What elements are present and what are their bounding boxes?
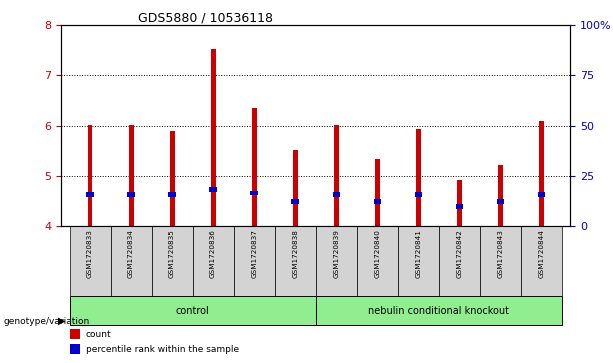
Bar: [497, 199, 504, 204]
Bar: [69, 329, 80, 339]
Bar: [86, 192, 94, 197]
Bar: [332, 192, 340, 197]
Text: GSM1720836: GSM1720836: [210, 229, 216, 278]
Bar: [69, 344, 80, 354]
Bar: [398, 226, 439, 296]
Bar: [292, 199, 299, 204]
Text: GSM1720840: GSM1720840: [375, 229, 380, 278]
Text: GDS5880 / 10536118: GDS5880 / 10536118: [138, 11, 273, 24]
Bar: [316, 296, 562, 325]
Text: count: count: [86, 330, 112, 339]
Bar: [69, 296, 316, 325]
Bar: [375, 159, 379, 226]
Text: nebulin conditional knockout: nebulin conditional knockout: [368, 306, 509, 316]
Bar: [151, 226, 192, 296]
Text: GSM1720841: GSM1720841: [415, 229, 421, 278]
Text: GSM1720834: GSM1720834: [128, 229, 134, 278]
Bar: [416, 129, 421, 226]
Bar: [275, 226, 316, 296]
Bar: [498, 164, 503, 226]
Text: GSM1720837: GSM1720837: [251, 229, 257, 278]
Text: GSM1720844: GSM1720844: [538, 229, 544, 278]
Text: GSM1720843: GSM1720843: [497, 229, 503, 278]
Bar: [439, 226, 480, 296]
Bar: [539, 121, 544, 226]
Bar: [457, 180, 462, 226]
Text: GSM1720835: GSM1720835: [169, 229, 175, 278]
Bar: [333, 125, 338, 226]
Bar: [128, 192, 135, 197]
Text: percentile rank within the sample: percentile rank within the sample: [86, 344, 239, 354]
Text: GSM1720833: GSM1720833: [87, 229, 93, 278]
Bar: [455, 204, 463, 209]
Bar: [251, 191, 258, 195]
Bar: [316, 226, 357, 296]
Text: GSM1720838: GSM1720838: [292, 229, 298, 278]
Bar: [252, 108, 257, 226]
Text: control: control: [176, 306, 210, 316]
Bar: [357, 226, 398, 296]
Bar: [521, 226, 562, 296]
Bar: [88, 125, 93, 226]
Bar: [170, 131, 175, 226]
Bar: [192, 226, 234, 296]
Bar: [129, 125, 134, 226]
Text: GSM1720839: GSM1720839: [333, 229, 339, 278]
Bar: [210, 187, 217, 192]
Bar: [169, 192, 176, 197]
Bar: [414, 192, 422, 197]
Bar: [69, 226, 110, 296]
Text: genotype/variation: genotype/variation: [3, 317, 89, 326]
Bar: [480, 226, 521, 296]
Bar: [110, 226, 151, 296]
Bar: [373, 199, 381, 204]
Bar: [211, 49, 216, 226]
Bar: [234, 226, 275, 296]
Bar: [538, 192, 545, 197]
Text: GSM1720842: GSM1720842: [456, 229, 462, 278]
Bar: [293, 150, 298, 226]
Text: ▶: ▶: [58, 316, 66, 326]
